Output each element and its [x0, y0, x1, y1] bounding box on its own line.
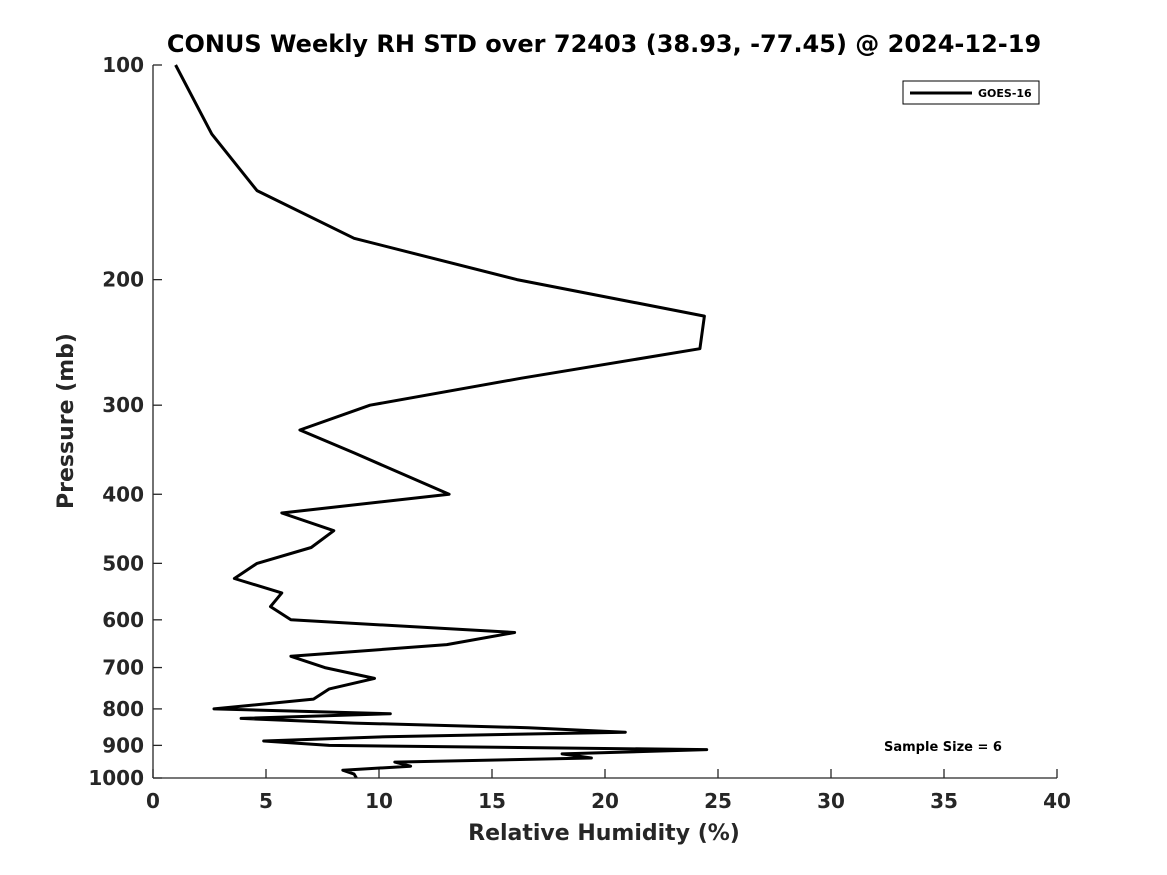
x-tick-label: 15	[478, 789, 506, 813]
y-tick-label: 300	[102, 393, 144, 417]
legend-label-goes-16: GOES-16	[978, 87, 1032, 100]
series-line-goes-16	[174, 64, 709, 779]
x-tick-label: 0	[146, 789, 160, 813]
sample-size-annotation: Sample Size = 6	[884, 740, 1002, 755]
plot-area	[174, 64, 709, 779]
plot-frame	[153, 65, 1057, 778]
x-tick-label: 40	[1043, 789, 1071, 813]
legend: GOES-16	[902, 80, 1040, 105]
x-tick-label: 10	[365, 789, 393, 813]
y-axis-ticks: 100 200 300 400 500 600 700 800 900 1000	[88, 53, 162, 790]
y-tick-label: 100	[102, 53, 144, 77]
y-tick-label: 200	[102, 268, 144, 292]
chart-title: CONUS Weekly RH STD over 72403 (38.93, -…	[167, 30, 1041, 58]
y-tick-label: 1000	[88, 766, 144, 790]
y-axis-label: Pressure (mb)	[54, 333, 79, 509]
y-tick-label: 900	[102, 733, 144, 757]
y-tick-label: 800	[102, 697, 144, 721]
y-tick-label: 500	[102, 551, 144, 575]
x-tick-label: 5	[259, 789, 273, 813]
x-axis-label: Relative Humidity (%)	[468, 821, 740, 846]
y-tick-label: 700	[102, 656, 144, 680]
x-tick-label: 25	[704, 789, 732, 813]
x-tick-label: 20	[591, 789, 619, 813]
y-tick-label: 400	[102, 482, 144, 506]
y-tick-label: 600	[102, 608, 144, 632]
x-tick-label: 35	[930, 789, 958, 813]
x-tick-label: 30	[817, 789, 845, 813]
x-axis-ticks: 0 5 10 15 20 25 30 35 40	[146, 769, 1071, 813]
